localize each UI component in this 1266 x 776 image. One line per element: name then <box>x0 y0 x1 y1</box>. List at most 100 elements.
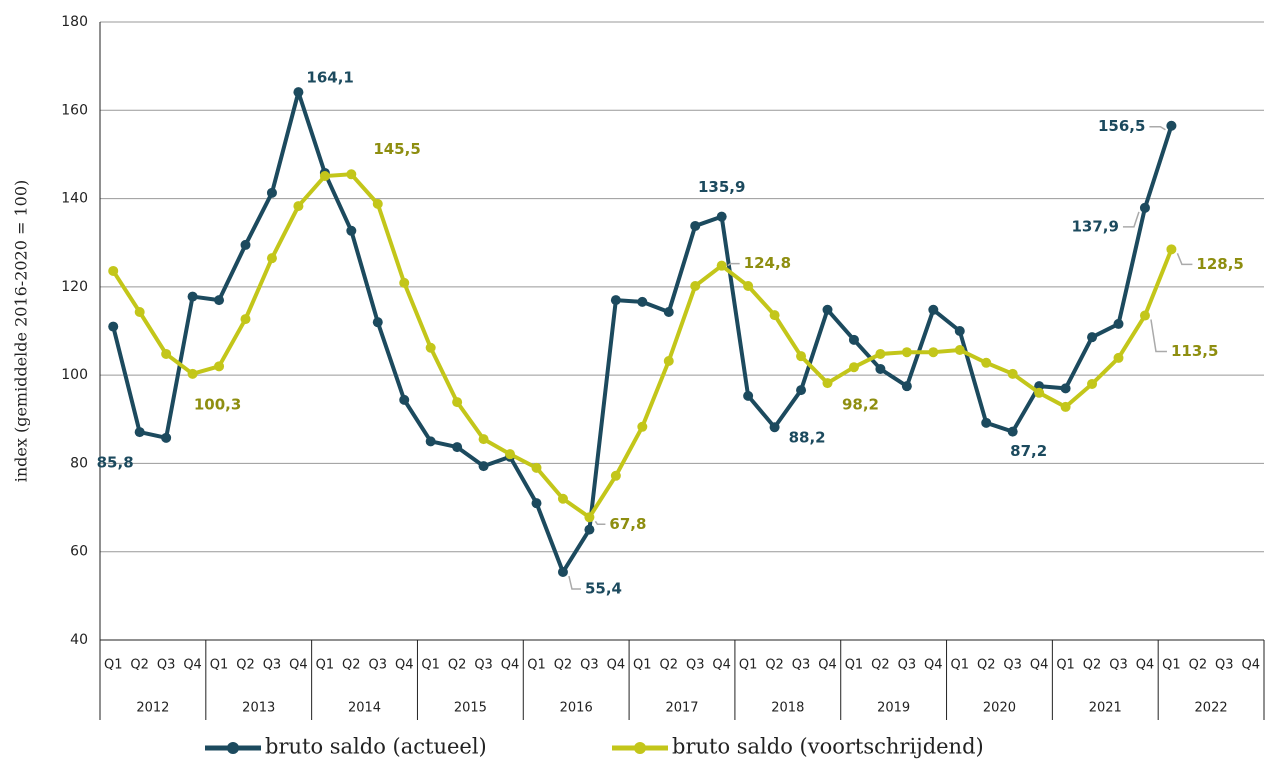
data-point <box>1139 310 1150 321</box>
data-point <box>1060 383 1071 394</box>
data-point <box>1113 318 1124 329</box>
data-point <box>901 347 912 358</box>
leader-line <box>594 520 606 526</box>
data-point <box>796 385 807 396</box>
x-tick-label: Q3 <box>580 658 599 673</box>
data-point <box>134 307 145 318</box>
x-tick-label: Q3 <box>474 658 493 673</box>
data-point <box>981 357 992 368</box>
data-point <box>108 265 119 276</box>
y-tick-label: 180 <box>61 14 88 30</box>
y-tick-label: 120 <box>61 279 88 295</box>
x-tick-label: Q3 <box>686 658 705 673</box>
legend-marker <box>634 742 646 754</box>
x-tick-label: Q1 <box>421 658 440 673</box>
data-label: 87,2 <box>1010 442 1047 460</box>
data-label: 156,5 <box>1098 117 1145 135</box>
data-label: 113,5 <box>1171 342 1218 360</box>
x-tick-label: Q1 <box>210 658 229 673</box>
data-point <box>848 334 859 345</box>
data-point <box>875 348 886 359</box>
data-point <box>637 421 648 432</box>
x-tick-label: Q1 <box>845 658 864 673</box>
data-point <box>266 253 277 264</box>
x-tick-label: Q4 <box>818 658 837 673</box>
group-label: 2022 <box>1195 701 1228 716</box>
x-tick-label: Q4 <box>183 658 202 673</box>
x-tick-label: Q3 <box>898 658 917 673</box>
data-point <box>1007 368 1018 379</box>
y-tick-label: 80 <box>70 455 88 471</box>
x-tick-label: Q2 <box>1083 658 1102 673</box>
x-tick-label: Q1 <box>1056 658 1075 673</box>
x-tick-label: Q1 <box>739 658 758 673</box>
data-point <box>637 296 648 307</box>
data-point <box>743 280 754 291</box>
x-tick-label: Q2 <box>130 658 149 673</box>
x-tick-label: Q4 <box>501 658 520 673</box>
data-point <box>769 422 780 433</box>
legend-label: bruto saldo (actueel) <box>265 735 487 759</box>
data-point <box>584 512 595 523</box>
group-label: 2020 <box>983 701 1016 716</box>
data-point <box>372 198 383 209</box>
leader-line <box>727 262 740 267</box>
x-tick-label: Q2 <box>871 658 890 673</box>
x-tick-label: Q3 <box>1109 658 1128 673</box>
data-point <box>1166 244 1177 255</box>
x-tick-label: Q2 <box>554 658 573 673</box>
data-point <box>954 326 965 336</box>
data-point <box>187 291 198 302</box>
data-label: 135,9 <box>698 178 745 196</box>
leader-line <box>1149 125 1166 131</box>
series-line <box>111 172 1174 520</box>
data-point <box>822 304 833 315</box>
data-point <box>716 260 727 271</box>
data-point <box>557 567 568 578</box>
data-point <box>214 295 225 306</box>
data-point <box>769 310 780 321</box>
leader-line <box>568 575 581 590</box>
data-point <box>452 442 463 453</box>
leader-line <box>1176 253 1193 266</box>
data-point <box>822 378 833 389</box>
data-point <box>399 277 410 288</box>
data-point <box>478 434 489 445</box>
y-tick-label: 40 <box>70 632 88 648</box>
x-tick-label: Q1 <box>316 658 335 673</box>
x-tick-label: Q4 <box>924 658 943 673</box>
group-label: 2021 <box>1089 701 1122 716</box>
data-point <box>1007 426 1018 437</box>
data-label: 164,1 <box>306 69 353 87</box>
y-axis-label: index (gemiddelde 2016-2020 = 100) <box>12 180 31 483</box>
x-tick-label: Q2 <box>448 658 467 673</box>
data-point <box>1034 387 1045 398</box>
x-tick-label: Q1 <box>527 658 546 673</box>
data-label: 85,8 <box>97 453 134 471</box>
y-tick-label: 140 <box>61 191 88 207</box>
data-point <box>399 394 410 405</box>
data-point <box>875 363 886 374</box>
data-point <box>531 462 542 473</box>
x-tick-label: Q3 <box>1215 658 1234 673</box>
data-point <box>108 321 119 332</box>
data-point <box>214 361 225 372</box>
y-tick-label: 60 <box>70 544 88 560</box>
x-tick-label: Q2 <box>342 658 361 673</box>
x-tick-label: Q1 <box>951 658 970 673</box>
data-point <box>425 436 436 447</box>
data-point <box>557 493 568 504</box>
data-point <box>346 225 357 236</box>
group-label: 2013 <box>242 701 275 716</box>
x-tick-label: Q1 <box>1162 658 1181 673</box>
x-tick-label: Q4 <box>289 658 308 673</box>
data-point <box>1113 352 1124 363</box>
y-tick-label: 160 <box>61 102 88 118</box>
group-label: 2014 <box>348 701 381 716</box>
data-label: 98,2 <box>842 396 879 414</box>
data-label: 145,5 <box>373 140 420 158</box>
group-label: 2018 <box>771 701 804 716</box>
data-point <box>531 498 542 509</box>
series-line <box>111 90 1174 575</box>
data-point <box>346 169 357 180</box>
